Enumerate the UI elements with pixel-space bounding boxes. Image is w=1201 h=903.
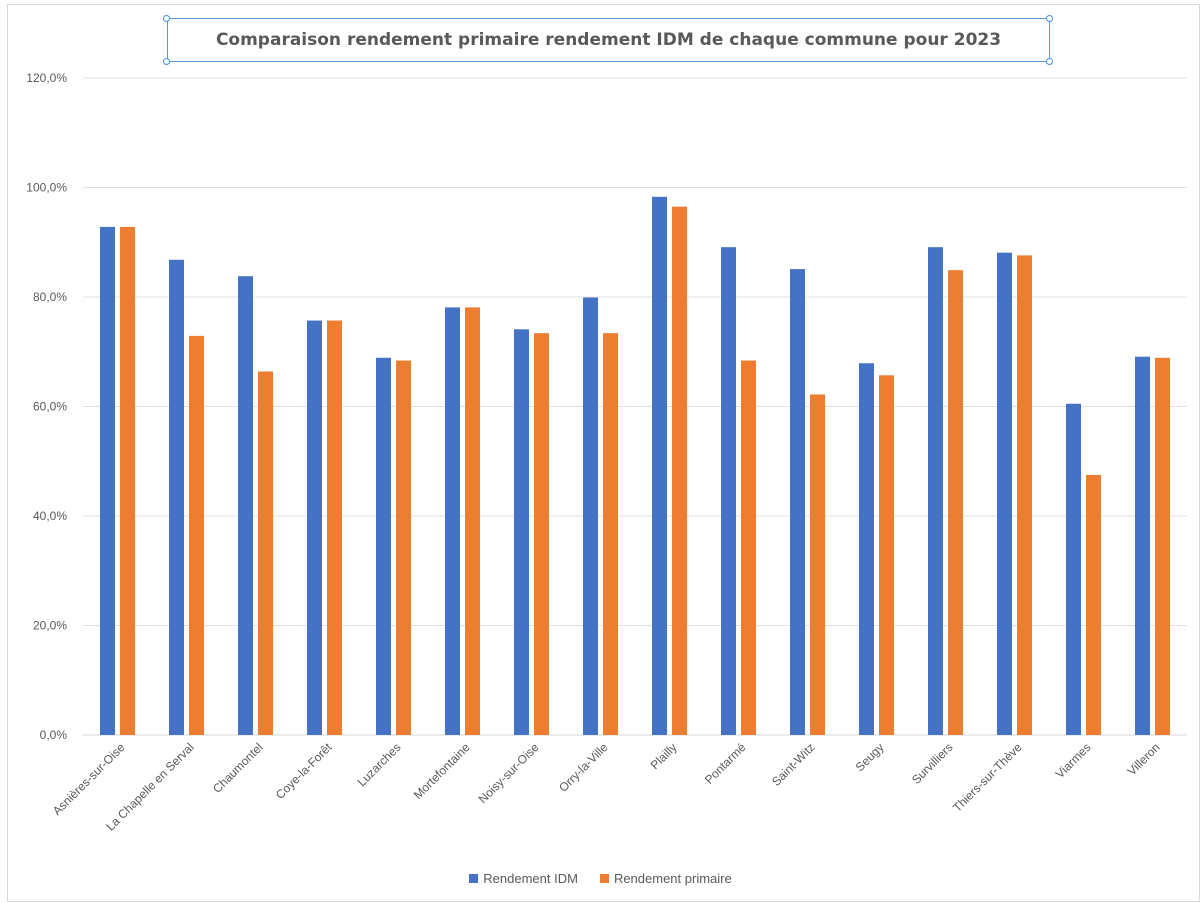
legend-label-primaire: Rendement primaire: [613, 871, 732, 886]
resize-handle-top-left[interactable]: [163, 15, 170, 22]
legend-item-idm: Rendement IDM: [469, 871, 578, 886]
chart-title: Comparaison rendement primaire rendement…: [215, 30, 1002, 50]
resize-handle-bottom-left[interactable]: [163, 58, 170, 65]
resize-handle-top-right[interactable]: [1046, 15, 1053, 22]
legend-item-primaire: Rendement primaire: [599, 871, 732, 886]
chart-area[interactable]: [7, 4, 1200, 902]
legend-label-idm: Rendement IDM: [483, 871, 578, 886]
chart-title-box[interactable]: Comparaison rendement primaire rendement…: [167, 18, 1050, 62]
legend-swatch-idm: [469, 874, 479, 883]
legend-swatch-primaire: [599, 874, 609, 883]
legend: Rendement IDM Rendement primaire: [0, 871, 1201, 886]
resize-handle-bottom-right[interactable]: [1046, 58, 1053, 65]
